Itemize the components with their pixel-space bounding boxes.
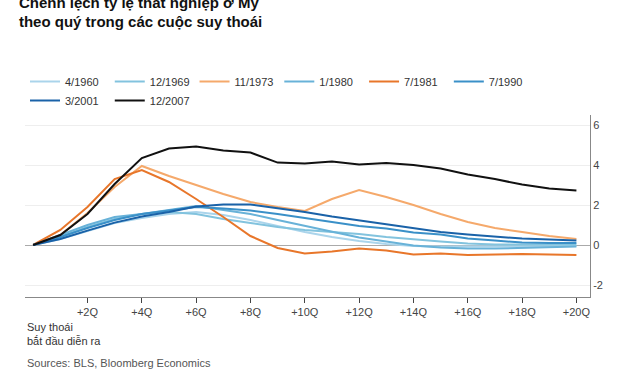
svg-text:+4Q: +4Q: [131, 306, 153, 318]
svg-text:+6Q: +6Q: [186, 306, 208, 318]
svg-text:+12Q: +12Q: [346, 306, 374, 318]
svg-text:-2: -2: [593, 279, 603, 291]
svg-text:1/1980: 1/1980: [319, 76, 353, 88]
svg-text:7/1990: 7/1990: [489, 76, 523, 88]
svg-text:Suy thoáibắt đầu diễn ra: Suy thoáibắt đầu diễn ra: [27, 321, 101, 347]
svg-text:+8Q: +8Q: [240, 306, 262, 318]
svg-text:12/1969: 12/1969: [150, 76, 190, 88]
svg-text:4: 4: [593, 159, 599, 171]
svg-text:6: 6: [593, 119, 599, 131]
svg-text:0: 0: [593, 239, 599, 251]
svg-text:+10Q: +10Q: [291, 306, 319, 318]
svg-text:Sources: BLS, Bloomberg Econom: Sources: BLS, Bloomberg Economics: [27, 357, 211, 369]
svg-text:+2Q: +2Q: [77, 306, 99, 318]
svg-text:Chênh lệch tỷ lệ thất nghiệp ở: Chênh lệch tỷ lệ thất nghiệp ở Mỹtheo qu…: [19, 0, 262, 30]
svg-text:+16Q: +16Q: [454, 306, 482, 318]
svg-text:12/2007: 12/2007: [150, 95, 190, 107]
svg-text:3/2001: 3/2001: [65, 95, 99, 107]
svg-text:2: 2: [593, 199, 599, 211]
svg-text:11/1973: 11/1973: [235, 76, 274, 88]
svg-text:4/1960: 4/1960: [65, 76, 99, 88]
svg-text:+20Q: +20Q: [563, 306, 591, 318]
svg-text:7/1981: 7/1981: [404, 76, 438, 88]
svg-text:+14Q: +14Q: [400, 306, 428, 318]
svg-text:+18Q: +18Q: [508, 306, 536, 318]
